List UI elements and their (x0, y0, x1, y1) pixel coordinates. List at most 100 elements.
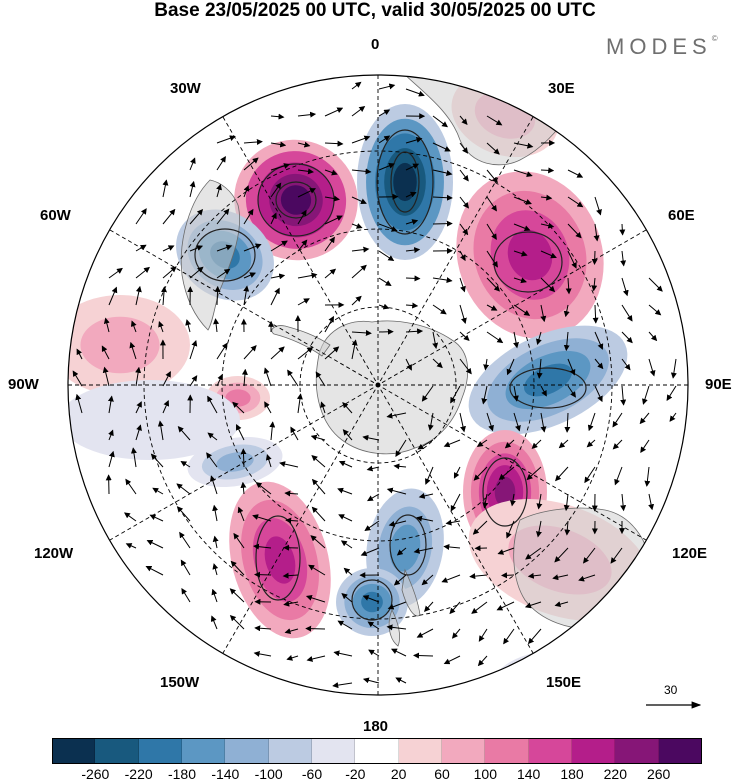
wind-vector (311, 455, 326, 468)
map-border (67, 74, 689, 696)
wind-vector (233, 532, 245, 549)
wind-vector (125, 543, 137, 549)
wind-vector (255, 481, 272, 495)
wind-vector (610, 547, 623, 564)
colorbar-swatch (138, 738, 182, 764)
map-title: Base 23/05/2025 00 UTC, valid 30/05/2025… (154, 0, 596, 21)
lon-label-30w: 30W (170, 80, 201, 97)
wind-vector (305, 625, 326, 632)
wind-vector (340, 540, 353, 549)
wind-vector (162, 371, 171, 387)
wind-vector (108, 267, 123, 279)
wind-vector (108, 450, 115, 468)
wind-vector (486, 304, 498, 311)
wind-vector (108, 429, 114, 441)
wind-vector (513, 142, 534, 149)
wind-vector (612, 412, 623, 428)
wind-vector (270, 240, 288, 252)
wind-vector (284, 490, 299, 497)
lon-label-150e: 150E (546, 674, 582, 691)
wind-vector (405, 247, 421, 254)
wind-vector (648, 277, 663, 292)
anomaly-band (393, 162, 417, 202)
wind-vector (378, 250, 395, 262)
wind-vector (362, 434, 380, 441)
colorbar-tick-label: 100 (473, 766, 498, 782)
wind-vector (253, 650, 272, 657)
wind-vector (341, 593, 353, 603)
wind-vector (338, 460, 353, 468)
wind-vector (297, 111, 317, 118)
wind-vector (269, 421, 276, 441)
wind-vector (368, 649, 380, 657)
wind-vector (216, 156, 226, 171)
wind-vector (405, 302, 419, 309)
wind-vector (181, 587, 191, 603)
wind-vector (351, 295, 362, 306)
wind-vector (270, 182, 282, 198)
lon-label-60e: 60E (668, 207, 695, 224)
colorbar-swatch (528, 738, 572, 764)
wind-vector (405, 219, 419, 225)
wind-vector (395, 677, 407, 684)
wind-vector (146, 539, 164, 549)
wind-vector (540, 304, 547, 323)
wind-vector (158, 320, 164, 333)
wind-vector (405, 88, 425, 97)
wind-vector (232, 401, 245, 414)
wind-vector (424, 601, 434, 612)
wind-vector (554, 601, 569, 608)
wind-vector (243, 208, 254, 225)
wind-vector (123, 512, 137, 522)
wind-vector (513, 223, 531, 232)
wind-vector (450, 385, 461, 404)
wind-vector (393, 574, 407, 586)
wind-vector (540, 222, 555, 229)
wind-vector (386, 487, 407, 495)
brand-name: MODES (606, 34, 712, 59)
colorbar-tick-label: 20 (390, 766, 407, 782)
brand-mark: © (711, 34, 718, 43)
wind-vector (459, 196, 470, 209)
wind-vector (162, 179, 169, 198)
wind-vector (443, 543, 461, 550)
wind-vector (243, 243, 262, 252)
wind-vector (152, 487, 164, 495)
wind-vector (536, 331, 542, 346)
wind-vector (563, 493, 570, 512)
wind-vector (162, 245, 175, 252)
south-pole-marker (375, 382, 381, 388)
wind-vector (162, 399, 170, 414)
wind-vector (254, 625, 272, 632)
wind-vector (621, 304, 633, 322)
lon-label-0: 0 (371, 36, 380, 53)
wind-vector (216, 373, 223, 387)
anomaly-band (80, 316, 160, 374)
wind-vector (506, 520, 515, 539)
wind-vector (432, 194, 453, 201)
colorbar-swatch (615, 738, 659, 764)
anomaly-band (507, 229, 553, 281)
wind-vector (101, 345, 110, 360)
wind-vector (459, 223, 469, 236)
wind-vector (453, 466, 461, 479)
wind-vector (563, 304, 570, 318)
wind-vector (421, 574, 434, 586)
wind-vector (229, 614, 245, 630)
wind-vector (135, 266, 150, 279)
wind-vector (513, 169, 533, 178)
wind-vector (324, 346, 340, 360)
wind-vector (332, 682, 353, 689)
wind-vector (351, 329, 372, 336)
colorbar-tick-label: 180 (560, 766, 584, 782)
colorbar (52, 738, 702, 764)
wind-vector (378, 109, 391, 117)
antarctica (315, 320, 469, 455)
wind-vector (567, 358, 576, 376)
wind-vector (297, 298, 310, 306)
wind-vector (486, 250, 498, 268)
wind-vector (567, 169, 584, 178)
wind-vector (285, 517, 299, 524)
wind-vector (486, 115, 503, 126)
wind-vector (367, 621, 380, 630)
